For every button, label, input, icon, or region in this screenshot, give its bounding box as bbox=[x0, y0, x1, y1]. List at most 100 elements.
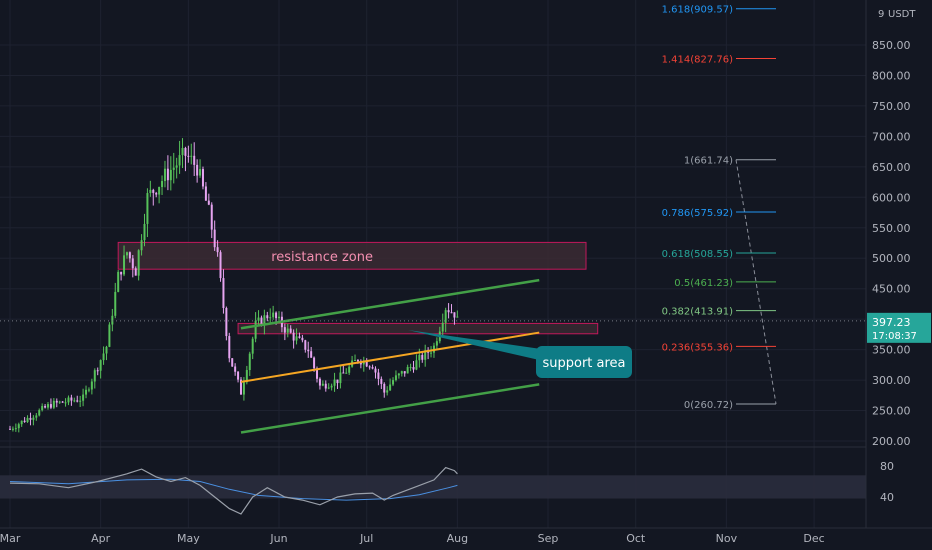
candle-body bbox=[131, 258, 134, 269]
candle-body bbox=[278, 316, 280, 319]
candle-body bbox=[114, 291, 117, 316]
price-tick-label: 550.00 bbox=[872, 222, 911, 235]
candle-body bbox=[143, 223, 146, 241]
candle-body bbox=[32, 417, 35, 420]
candle-body bbox=[234, 366, 237, 372]
candle-body bbox=[120, 271, 123, 275]
fib-level-label: 1.618(909.57) bbox=[662, 5, 734, 16]
price-tick-label: 300.00 bbox=[872, 374, 911, 387]
candle-body bbox=[321, 383, 324, 386]
channel-lower-line bbox=[240, 383, 540, 434]
candle-body bbox=[374, 368, 377, 373]
candle-body bbox=[87, 389, 90, 391]
candle-body bbox=[76, 400, 79, 402]
candle-body bbox=[207, 200, 210, 205]
candle-body bbox=[210, 204, 213, 230]
candle-body bbox=[49, 404, 52, 408]
support-callout-label: support area bbox=[542, 356, 625, 371]
candle-body bbox=[231, 358, 234, 367]
rsi-tick-label: 80 bbox=[880, 460, 894, 473]
candle-body bbox=[242, 382, 245, 395]
candle-body bbox=[272, 312, 275, 318]
candle-body bbox=[441, 322, 444, 332]
candle-body bbox=[380, 378, 383, 384]
time-axis[interactable]: Mar Apr May Jun Jul Aug Sep Oct Nov Dec bbox=[0, 527, 932, 545]
candle-body bbox=[239, 379, 242, 395]
candle-body bbox=[187, 155, 190, 157]
time-tick-label: Apr bbox=[91, 532, 111, 545]
candle-body bbox=[193, 155, 196, 165]
candle-body bbox=[201, 169, 204, 187]
candle-body bbox=[184, 147, 187, 156]
candle-body bbox=[108, 324, 111, 347]
time-tick-label: Oct bbox=[626, 532, 646, 545]
candle-body bbox=[190, 155, 193, 157]
time-tick-label: Aug bbox=[447, 532, 468, 545]
time-tick-label: Dec bbox=[803, 532, 824, 545]
fib-level-label: 0.5(461.23) bbox=[674, 278, 733, 289]
fib-level-label: 0.786(575.92) bbox=[662, 208, 734, 219]
candle-body bbox=[412, 367, 415, 370]
candle-body bbox=[26, 417, 29, 422]
candle-body bbox=[9, 428, 11, 430]
fibonacci-layer: 1.618(909.57) 1.414(827.76) 1(661.74) 0.786… bbox=[662, 5, 777, 411]
currency-icon: 9 bbox=[878, 9, 884, 20]
candle-body bbox=[289, 328, 292, 333]
fib-level-label: 0(260.72) bbox=[684, 400, 733, 411]
candle-body bbox=[149, 189, 152, 194]
time-tick-label: Jul bbox=[359, 532, 373, 545]
candle-body bbox=[166, 168, 169, 181]
candle-body bbox=[307, 349, 310, 352]
fib-level-label: 1.414(827.76) bbox=[662, 55, 734, 66]
candle-body bbox=[318, 378, 321, 386]
candle-body bbox=[245, 370, 248, 383]
candle-body bbox=[324, 383, 327, 389]
candle-body bbox=[418, 354, 421, 361]
candle-body bbox=[64, 402, 67, 404]
candle-body bbox=[263, 315, 266, 326]
candle-countdown: 17:08:37 bbox=[872, 331, 917, 342]
fib-level-label: 1(661.74) bbox=[684, 156, 733, 167]
fib-level-label: 0.382(413.91) bbox=[662, 307, 734, 318]
candle-body bbox=[301, 337, 304, 341]
candle-body bbox=[275, 312, 278, 319]
candle-body bbox=[225, 308, 228, 337]
candle-body bbox=[20, 420, 23, 425]
candle-body bbox=[371, 367, 374, 369]
candle-body bbox=[181, 147, 184, 156]
candle-body bbox=[386, 390, 389, 393]
candle-body bbox=[333, 379, 336, 386]
rsi-pane bbox=[0, 466, 866, 515]
candle-body bbox=[342, 372, 345, 374]
candle-body bbox=[257, 317, 260, 321]
rsi-band bbox=[0, 475, 866, 499]
candle-body bbox=[111, 315, 114, 325]
support-callout-box bbox=[536, 346, 632, 378]
candle-body bbox=[283, 327, 286, 333]
candle-body bbox=[52, 400, 55, 408]
candle-body bbox=[456, 316, 459, 318]
fib-trend-line bbox=[735, 159, 777, 405]
candle-body bbox=[254, 320, 257, 339]
candle-body bbox=[336, 379, 339, 384]
candle-body bbox=[444, 310, 447, 323]
price-axis[interactable]: 80409USDT200.00250.00300.00350.00400.004… bbox=[865, 0, 916, 528]
candle-body bbox=[146, 193, 149, 224]
candle-body bbox=[286, 328, 289, 333]
candle-body bbox=[435, 341, 438, 346]
candle-body bbox=[23, 420, 26, 422]
candle-body bbox=[204, 186, 207, 201]
candle-body bbox=[330, 385, 333, 388]
fib-level-label: 0.236(355.36) bbox=[662, 342, 734, 353]
candle-body bbox=[394, 375, 397, 381]
candle-body bbox=[216, 247, 219, 253]
zones-layer: resistance zone bbox=[117, 241, 599, 335]
candle-body bbox=[82, 394, 85, 401]
time-tick-label: Jun bbox=[269, 532, 287, 545]
candle-body bbox=[292, 332, 295, 341]
candle-body bbox=[152, 189, 155, 193]
fib-level-label: 0.618(508.55) bbox=[662, 249, 734, 260]
candle-body bbox=[389, 384, 392, 391]
